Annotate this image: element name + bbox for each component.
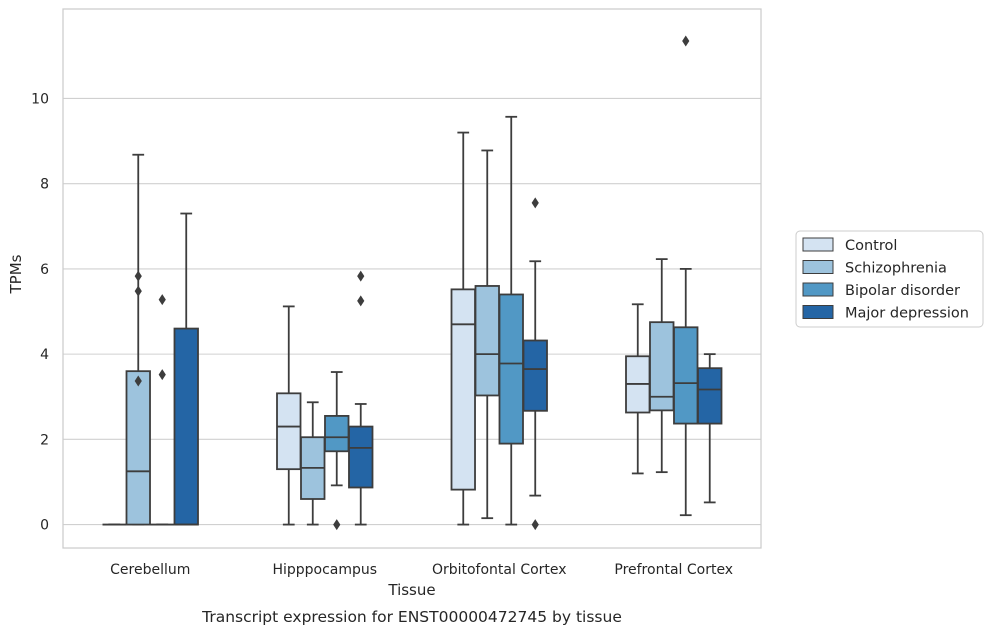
y-axis-label: TPMs [7, 254, 25, 294]
legend-swatch [802, 305, 834, 319]
legend-label: Control [845, 238, 897, 254]
box-body [498, 293, 524, 445]
x-tick-label: Prefrontal Cortex [614, 562, 733, 578]
box-body [276, 392, 302, 471]
box-major-depression-hipppocampus [348, 270, 374, 526]
box-body [522, 339, 548, 412]
legend: Control Schizophrenia Bipolar disorder Majo… [795, 230, 984, 328]
box-control-prefrontal-cortex [625, 303, 651, 475]
x-tick-label: Cerebellum [110, 562, 190, 578]
legend-label: Schizophrenia [845, 261, 947, 277]
outlier-point [531, 519, 539, 531]
legend-label: Bipolar disorder [845, 283, 960, 299]
outlier-point [134, 375, 142, 387]
x-tick-label: Orbitofontal Cortex [432, 562, 567, 578]
y-tick-label: 2 [40, 432, 49, 448]
box-bipolar-disorder-prefrontal-cortex [673, 35, 699, 517]
box-schizophrenia-cerebellum [125, 153, 151, 526]
x-axis-ticks: Cerebellum Hipppocampus Orbitofontal Corte… [110, 562, 733, 578]
y-axis-ticks: 0 2 4 6 8 10 [31, 91, 49, 533]
box-bipolar-disorder-hipppocampus [324, 371, 350, 531]
box-schizophrenia-prefrontal-cortex [649, 258, 675, 474]
legend-swatch [802, 237, 834, 252]
box-body [125, 370, 151, 526]
y-tick-label: 8 [40, 177, 49, 193]
box-body [173, 327, 199, 526]
box-major-depression-prefrontal-cortex [697, 353, 723, 504]
x-tick-label: Hipppocampus [272, 562, 377, 578]
x-axis-label: Tissue [387, 581, 435, 599]
box-bipolar-disorder-cerebellum [150, 294, 175, 526]
outlier-point [357, 270, 365, 282]
box-plot-series [102, 35, 723, 531]
box-body [697, 367, 723, 425]
box-body [450, 288, 476, 491]
y-tick-label: 6 [40, 262, 49, 278]
box-schizophrenia-hipppocampus [300, 401, 326, 526]
box-major-depression-cerebellum [173, 212, 199, 526]
box-control-hipppocampus [276, 305, 302, 526]
box-body [324, 415, 350, 453]
legend-swatch [802, 282, 834, 297]
outlier-point [158, 294, 166, 306]
gridlines [63, 97, 761, 526]
plot-area-border [62, 8, 762, 549]
outlier-point [333, 519, 341, 531]
y-tick-label: 4 [40, 347, 49, 363]
box-bipolar-disorder-orbitofontal-cortex [498, 115, 524, 526]
box-body [673, 326, 699, 425]
box-control-orbitofontal-cortex [450, 131, 476, 526]
outlier-point [134, 285, 142, 297]
legend-label: Major depression [845, 306, 969, 322]
box-body [348, 425, 374, 489]
outlier-point [357, 295, 365, 307]
outlier-point [158, 369, 166, 381]
y-tick-label: 10 [31, 91, 49, 107]
outlier-point [531, 197, 539, 209]
box-major-depression-orbitofontal-cortex [522, 197, 548, 531]
box-schizophrenia-orbitofontal-cortex [474, 149, 500, 520]
legend-frame [795, 230, 984, 328]
box-body [474, 285, 500, 397]
y-tick-label: 0 [40, 518, 49, 534]
chart-caption: Transcript expression for ENST0000047274… [201, 608, 622, 626]
outlier-point [682, 35, 690, 47]
outlier-point [134, 270, 142, 282]
legend-swatch [802, 260, 834, 274]
